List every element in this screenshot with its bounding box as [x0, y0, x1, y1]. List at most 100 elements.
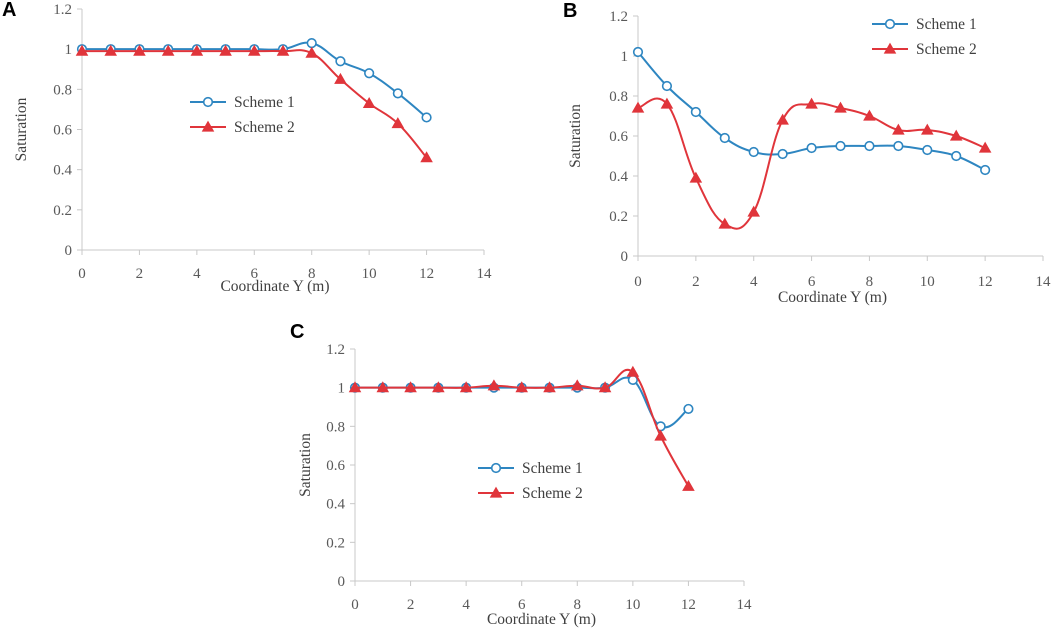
panel-c-series-scheme-2-point — [654, 429, 667, 441]
panel-a-series-scheme-2-point — [133, 44, 146, 56]
panel-c-x-tick-label: 0 — [351, 597, 359, 613]
panel-b-series-scheme-2-point — [718, 217, 732, 229]
panel-b-y-tick-label: 0.4 — [609, 169, 628, 185]
panel-b-series-scheme-2-legend-marker — [883, 42, 897, 54]
panel-b-x-tick-label: 8 — [866, 274, 874, 290]
panel-a-series-scheme-2-point — [75, 44, 89, 56]
panel-c-y-tick-label: 0.8 — [326, 419, 345, 435]
panel-a-series-scheme-2-point — [104, 44, 118, 56]
panel-a-x-tick-label: 6 — [251, 266, 259, 282]
panel-a-series-scheme-2-point — [219, 44, 232, 56]
panel-label-c: C — [290, 321, 304, 343]
panel-a-series-scheme-2-point — [305, 46, 319, 58]
panel-a-x-axis-title: Coordinate Y (m) — [220, 278, 329, 295]
panel-c-y-tick-label: 0.2 — [326, 535, 345, 551]
panel-c-series-scheme-2-point — [459, 381, 473, 393]
panel-c-series-scheme-2-point — [626, 365, 640, 377]
panel-b-y-tick-label: 0.6 — [609, 129, 628, 145]
panel-a-chart: 0 0.2 0.4 0.6 0.8 1 1.2 0 2 4 6 8 10 12 14 Coordinate Y… — [13, 2, 492, 295]
panel-a-y-tick-label: 0.6 — [53, 123, 72, 139]
panel-a-series-scheme-1-point — [392, 88, 403, 99]
panel-b-series-scheme-1-point — [835, 140, 846, 152]
panel-c-x-tick-label: 12 — [681, 597, 696, 613]
panel-c-series-scheme-2-point — [404, 381, 417, 393]
panel-a-x-tick-label: 10 — [362, 266, 377, 282]
panel-c-x-tick-label: 14 — [737, 597, 753, 613]
panel-b-series-scheme-1-point — [806, 142, 817, 154]
panel-b-series-scheme-2-point — [747, 205, 761, 217]
panel-c-series-scheme-2-legend-label: Scheme 2 — [522, 485, 583, 502]
panel-b-series-scheme-2-line — [637, 97, 986, 230]
panel-b-series-scheme-2-point — [834, 101, 847, 113]
panel-c-series-scheme-2-point — [570, 379, 584, 391]
panel-b-x-tick-label: 14 — [1036, 274, 1052, 290]
panel-b-x-tick-label: 10 — [920, 274, 935, 290]
panel-c-series-scheme-1-legend-label: Scheme 1 — [522, 460, 583, 477]
panel-b-series-scheme-2-point — [978, 141, 992, 153]
panel-c-x-tick-label: 10 — [625, 597, 640, 613]
panel-a-x-tick-label: 0 — [78, 266, 86, 282]
panel-a-series-scheme-2-point — [391, 117, 405, 129]
panel-b-y-tick-label: 0.8 — [609, 89, 628, 105]
panel-b-series-scheme-2-point — [949, 129, 963, 141]
panel-c-series-scheme-2-point — [598, 381, 612, 393]
panel-c-x-axis-title: Coordinate Y (m) — [487, 611, 596, 628]
panel-a-y-tick-label: 1.2 — [53, 2, 72, 18]
panel-b-y-tick-label: 0 — [621, 249, 629, 265]
panel-a-series-scheme-1-point — [335, 56, 346, 67]
panel-a-y-tick-label: 0.4 — [53, 163, 72, 179]
panel-b-series-scheme-2-point — [863, 109, 876, 121]
panel-a-series-scheme-2-point — [420, 151, 433, 163]
panel-label-b: B — [563, 0, 577, 22]
panel-a-y-tick-label: 0.8 — [53, 82, 72, 98]
panel-c-series-scheme-2-point — [682, 479, 695, 491]
panel-c-series-scheme-2-point — [432, 381, 445, 393]
panel-b-series-scheme-2-point — [920, 123, 934, 135]
panel-c-series-scheme-1-point — [683, 403, 694, 415]
panel-b-series-scheme-2-point — [660, 97, 674, 109]
panel-b-x-tick-label: 6 — [808, 274, 816, 290]
panel-c-x-tick-label: 2 — [407, 597, 415, 613]
panel-c-x-tick-label: 6 — [518, 597, 526, 613]
panel-c-series-scheme-2-point — [515, 381, 529, 393]
panel-b-series-scheme-1-legend-marker — [884, 18, 896, 30]
panel-a-x-tick-label: 4 — [193, 266, 201, 282]
panel-a-series-scheme-1-point — [364, 68, 375, 79]
panel-c-series-scheme-2-point — [348, 381, 362, 393]
panel-c-series-scheme-2-point — [487, 379, 501, 391]
panel-a-series-scheme-1-legend-marker — [202, 96, 214, 108]
panel-a-x-tick-label: 2 — [136, 266, 144, 282]
panel-a-series-scheme-2-legend-marker — [201, 120, 215, 132]
panel-c-y-axis-title: Saturation — [297, 433, 314, 497]
panel-b-series-scheme-1-point — [951, 150, 962, 162]
panel-c-chart: 0 0.2 0.4 0.6 0.8 1 1.2 0 2 4 6 8 10 12 14 Coordinate Y… — [297, 342, 752, 628]
panel-b-y-tick-label: 1 — [621, 49, 629, 65]
panel-b-series-scheme-1-point — [719, 132, 730, 144]
panel-a-y-tick-label: 0.2 — [53, 203, 72, 219]
panel-a-series-scheme-2-point — [334, 72, 347, 84]
panel-b-series-scheme-2-point — [689, 171, 703, 183]
panel-b-series-scheme-1-point — [748, 146, 759, 158]
panel-a-x-tick-label: 14 — [477, 266, 493, 282]
panel-b-series-scheme-2-point — [631, 101, 645, 113]
panel-a-series-scheme-2-point — [161, 44, 175, 56]
panel-b-y-tick-label: 0.2 — [609, 209, 628, 225]
panel-c-x-tick-label: 8 — [574, 597, 582, 613]
panel-b-series-scheme-1-legend-label: Scheme 1 — [916, 16, 977, 33]
panel-b-series-scheme-2-legend-label: Scheme 2 — [916, 41, 977, 58]
panel-a-y-tick-label: 0 — [65, 243, 73, 259]
panel-a-series-scheme-1-legend-label: Scheme 1 — [234, 94, 295, 111]
panel-label-a: A — [2, 0, 16, 21]
panel-b-series-scheme-2-point — [776, 113, 789, 125]
panel-c-y-tick-label: 1 — [338, 381, 346, 397]
panel-b-x-tick-label: 12 — [978, 274, 993, 290]
panel-c-series-scheme-2-point — [543, 381, 556, 393]
panel-c-x-tick-label: 4 — [462, 597, 470, 613]
panel-b-y-tick-label: 1.2 — [609, 9, 628, 25]
panel-a-series-scheme-2-point — [247, 44, 261, 56]
panel-c-y-tick-label: 0.6 — [326, 458, 345, 474]
panel-a-x-tick-label: 8 — [308, 266, 316, 282]
panel-a-x-tick-label: 12 — [419, 266, 434, 282]
panel-b-series-scheme-1-point — [922, 144, 933, 156]
